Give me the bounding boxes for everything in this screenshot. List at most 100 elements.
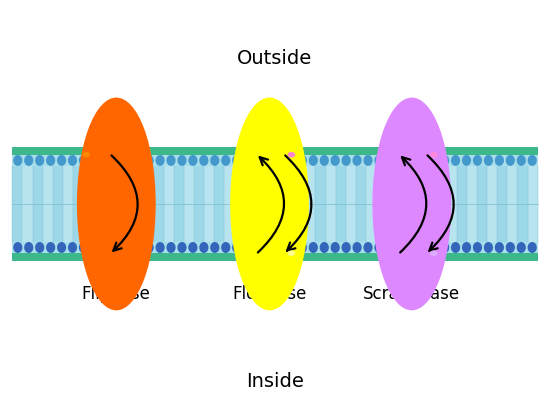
Ellipse shape [90, 242, 99, 253]
Bar [336, 166, 346, 242]
Circle shape [288, 250, 295, 256]
Ellipse shape [473, 155, 482, 166]
Ellipse shape [462, 242, 471, 253]
Bar [285, 166, 295, 242]
Bar [204, 166, 215, 242]
Bar [487, 166, 497, 242]
Ellipse shape [232, 155, 241, 166]
Bar [527, 166, 538, 242]
Ellipse shape [188, 242, 197, 253]
Bar [184, 166, 194, 242]
Ellipse shape [386, 155, 394, 166]
Ellipse shape [188, 155, 197, 166]
Bar [376, 166, 386, 242]
Bar [93, 166, 103, 242]
Ellipse shape [145, 155, 154, 166]
Circle shape [430, 250, 438, 256]
Ellipse shape [77, 98, 156, 310]
Ellipse shape [527, 242, 537, 253]
Ellipse shape [505, 155, 515, 166]
Bar [305, 166, 315, 242]
Bar [12, 166, 23, 242]
Bar [235, 166, 245, 242]
Ellipse shape [495, 155, 504, 166]
Ellipse shape [451, 242, 460, 253]
Ellipse shape [90, 155, 99, 166]
Ellipse shape [167, 242, 175, 253]
Ellipse shape [309, 242, 318, 253]
Ellipse shape [364, 242, 372, 253]
Bar [73, 166, 83, 242]
Ellipse shape [178, 242, 186, 253]
Ellipse shape [123, 242, 132, 253]
Ellipse shape [331, 155, 340, 166]
Ellipse shape [440, 155, 449, 166]
Bar [154, 166, 164, 242]
Bar [406, 166, 416, 242]
Bar [53, 166, 63, 242]
Bar [315, 166, 326, 242]
Bar [12, 147, 538, 154]
Ellipse shape [57, 155, 66, 166]
Bar [507, 166, 518, 242]
Text: Flippase: Flippase [82, 285, 151, 303]
Bar [255, 166, 265, 242]
Bar [427, 166, 437, 242]
Ellipse shape [342, 242, 351, 253]
Bar [396, 166, 406, 242]
Ellipse shape [24, 242, 34, 253]
Ellipse shape [167, 155, 175, 166]
Ellipse shape [221, 242, 230, 253]
Bar [194, 166, 204, 242]
Text: Floppase: Floppase [232, 285, 307, 303]
Text: Scramblase: Scramblase [363, 285, 460, 303]
Ellipse shape [451, 155, 460, 166]
Ellipse shape [243, 155, 252, 166]
Ellipse shape [484, 155, 493, 166]
Ellipse shape [298, 242, 307, 253]
Bar [437, 166, 447, 242]
Ellipse shape [178, 155, 186, 166]
Bar [366, 166, 376, 242]
Bar [43, 166, 53, 242]
Ellipse shape [287, 155, 296, 166]
Ellipse shape [386, 242, 394, 253]
Ellipse shape [440, 242, 449, 253]
Bar [83, 166, 93, 242]
Bar [103, 166, 113, 242]
Bar [23, 166, 32, 242]
Ellipse shape [516, 155, 526, 166]
Ellipse shape [375, 242, 383, 253]
Ellipse shape [364, 155, 372, 166]
Bar [346, 166, 356, 242]
Ellipse shape [24, 155, 34, 166]
Ellipse shape [331, 242, 340, 253]
Bar [295, 166, 305, 242]
Ellipse shape [46, 155, 55, 166]
Bar [174, 166, 184, 242]
Ellipse shape [210, 155, 219, 166]
Bar [32, 166, 43, 242]
Ellipse shape [13, 242, 23, 253]
Ellipse shape [309, 155, 318, 166]
Ellipse shape [210, 242, 219, 253]
Ellipse shape [320, 155, 329, 166]
Ellipse shape [375, 155, 383, 166]
Ellipse shape [342, 155, 351, 166]
Ellipse shape [505, 242, 515, 253]
Ellipse shape [35, 242, 45, 253]
Text: Inside: Inside [246, 372, 304, 391]
Ellipse shape [199, 242, 208, 253]
Ellipse shape [298, 155, 307, 166]
Bar [12, 147, 538, 261]
Bar [356, 166, 366, 242]
Ellipse shape [372, 98, 451, 310]
Ellipse shape [396, 242, 405, 253]
Ellipse shape [407, 242, 416, 253]
Bar [144, 166, 154, 242]
Bar [134, 166, 144, 242]
Ellipse shape [112, 242, 121, 253]
Circle shape [288, 152, 295, 157]
Bar [214, 166, 224, 242]
Ellipse shape [79, 155, 88, 166]
